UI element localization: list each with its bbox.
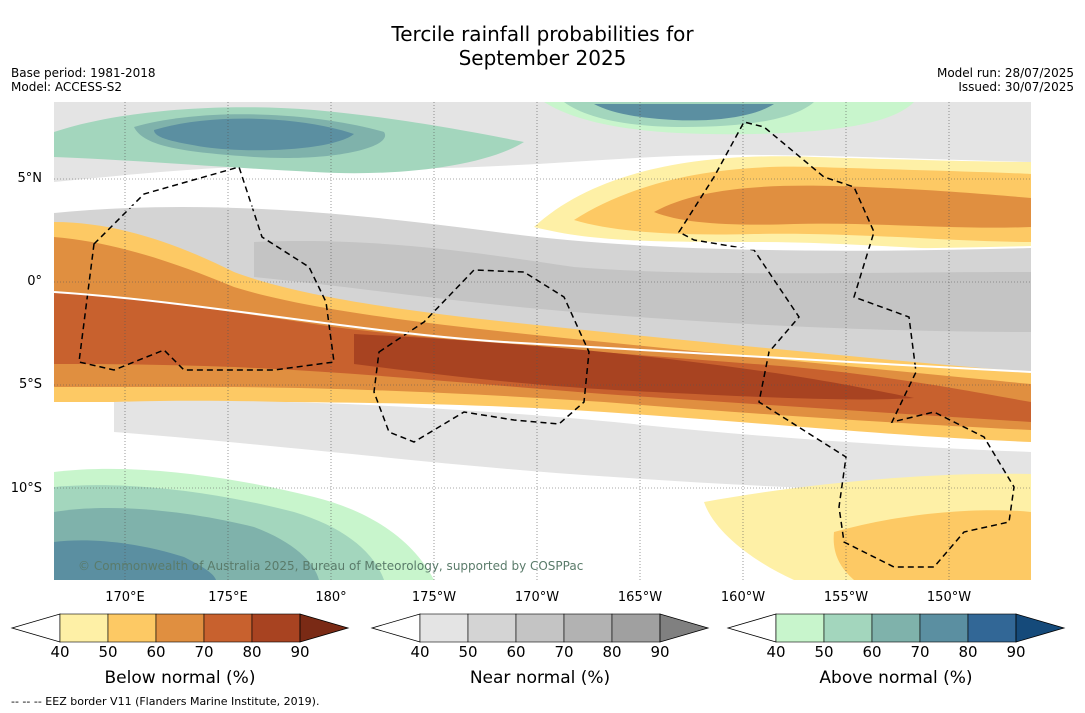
lat-label-5n: 5°N <box>17 171 43 186</box>
colorbar-segment <box>419 613 469 643</box>
colorbar-segment <box>203 613 253 643</box>
legend-title-near: Near normal (%) <box>469 668 611 688</box>
legend-title-below: Below normal (%) <box>104 668 256 688</box>
lon-label-180: 180° <box>315 590 347 605</box>
lat-label-10s: 10°S <box>10 481 42 496</box>
near-normal-equator-2 <box>254 241 1031 332</box>
legend-tick-label: 80 <box>602 643 622 661</box>
lon-label-165w: 165°W <box>617 590 663 605</box>
colorbar-segment <box>515 613 565 643</box>
colorbar-segment <box>871 613 921 643</box>
legend-tick-label: 90 <box>1006 643 1026 661</box>
legend-colorbars <box>10 613 1066 643</box>
above-normal-sw-4 <box>54 540 216 580</box>
chart-title: Tercile rainfall probabilities for Septe… <box>0 22 1085 70</box>
title-line-1: Tercile rainfall probabilities for <box>391 22 694 46</box>
eez-borders <box>78 121 1015 568</box>
colorbar-over-arrow <box>299 613 350 643</box>
below-normal-north-east-3 <box>654 185 1031 228</box>
colorbar-segment <box>611 613 661 643</box>
meta-left: Base period: 1981-2018 Model: ACCESS-S2 <box>11 66 156 94</box>
lon-label-155w: 155°W <box>823 590 869 605</box>
issued-date: Issued: 30/07/2025 <box>958 80 1074 94</box>
base-period: Base period: 1981-2018 <box>11 66 156 80</box>
colorbar-segment <box>59 613 109 643</box>
model-run: Model run: 28/07/2025 <box>936 66 1074 80</box>
colorbar-segment <box>107 613 157 643</box>
legend-tick-label: 60 <box>862 643 882 661</box>
colorbar-over-arrow <box>1015 613 1066 643</box>
legend-tick-label: 60 <box>506 643 526 661</box>
lon-label-175e: 175°E <box>208 590 248 605</box>
eez-footer-note: -- -- -- EEZ border V11 (Flanders Marine… <box>11 695 320 708</box>
legend-tick-label: 90 <box>650 643 670 661</box>
colorbar-segment <box>563 613 613 643</box>
legend-tick-label: 70 <box>194 643 214 661</box>
probability-contours <box>54 204 1031 373</box>
copyright-note: © Commonwealth of Australia 2025, Bureau… <box>78 559 584 573</box>
legend-tick-label: 80 <box>242 643 262 661</box>
colorbar-below-normal <box>10 613 350 643</box>
colorbar-near-normal <box>370 613 710 643</box>
legend-tick-label: 50 <box>98 643 118 661</box>
lon-label-170e: 170°E <box>105 590 145 605</box>
legend-title-above: Above normal (%) <box>819 668 973 688</box>
colorbar-under-arrow <box>370 613 421 643</box>
colorbar-segment <box>251 613 301 643</box>
legend-tick-label: 50 <box>814 643 834 661</box>
legend-tick-label: 40 <box>766 643 786 661</box>
colorbar-over-arrow <box>659 613 710 643</box>
legend-tick-label: 50 <box>458 643 478 661</box>
below-normal-band-4 <box>354 334 914 400</box>
above-normal-nc-3 <box>594 104 774 121</box>
colorbar-segment <box>155 613 205 643</box>
legend-tick-label: 40 <box>50 643 70 661</box>
lon-label-150w: 150°W <box>926 590 972 605</box>
colorbar-under-arrow <box>10 613 61 643</box>
colorbar-segment <box>467 613 517 643</box>
colorbar-under-arrow <box>726 613 777 643</box>
rainfall-map <box>54 102 1031 580</box>
legend-tick-label: 70 <box>554 643 574 661</box>
colorbar-segment <box>823 613 873 643</box>
lon-label-160w: 160°W <box>720 590 766 605</box>
near-normal-south <box>114 400 1031 497</box>
colorbar-segment <box>967 613 1017 643</box>
legend-tick-label: 60 <box>146 643 166 661</box>
legend-tick-label: 70 <box>910 643 930 661</box>
lon-label-175w: 175°W <box>411 590 457 605</box>
legend-tick-label: 40 <box>410 643 430 661</box>
colorbar-segment <box>775 613 825 643</box>
colorbar-segment <box>919 613 969 643</box>
lat-label-5s: 5°S <box>18 377 42 392</box>
above-normal-nw-3 <box>154 118 354 151</box>
model-name: Model: ACCESS-S2 <box>11 80 123 94</box>
title-line-2: September 2025 <box>458 46 627 70</box>
lat-label-0: 0° <box>27 274 42 289</box>
legend-tick-label: 90 <box>290 643 310 661</box>
meta-right: Model run: 28/07/2025 Issued: 30/07/2025 <box>937 66 1074 94</box>
legend-tick-label: 80 <box>958 643 978 661</box>
lon-label-170w: 170°W <box>514 590 560 605</box>
map-gridlines <box>54 102 1031 580</box>
colorbar-above-normal <box>726 613 1066 643</box>
